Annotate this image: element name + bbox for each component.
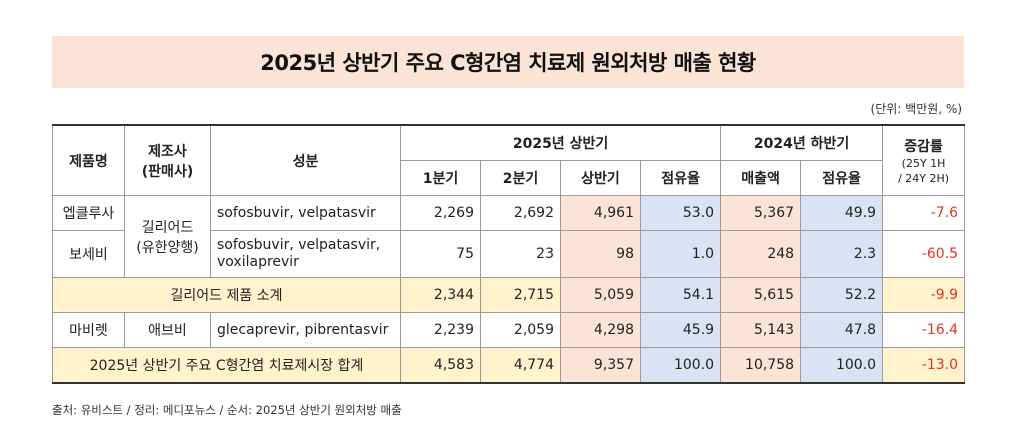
header-maker: 제조사 (판매사) [124,124,211,196]
q2-value: 2,692 [480,195,561,231]
share-value: 53.0 [639,195,722,231]
q1-value: 75 [400,230,481,278]
header-sales-2024: 매출액 [720,160,802,196]
header-row-1: 제품명 제조사 (판매사) 성분 2025년 상반기 2024년 하반기 증감률… [52,124,966,196]
header-share-2024: 점유율 [800,160,884,196]
q2-value: 4,774 [480,347,561,384]
unit-note: (단위: 백만원, %) [870,102,962,116]
change-value: -60.5 [882,230,966,278]
change-value: -16.4 [882,312,966,348]
half-value: 4,961 [560,195,641,231]
sales-2024-value: 10,758 [720,347,802,384]
change-value: -7.6 [882,195,966,231]
header-q1: 1분기 [400,160,481,196]
half-value: 5,059 [560,277,641,313]
header-change-label: 증감률 [904,138,943,155]
header-share: 점유율 [639,160,722,196]
share-2024-value: 52.2 [800,277,884,313]
maker-gilead: 길리어드 (유한양행) [124,195,211,278]
share-2024-value: 2.3 [800,230,884,278]
table-row: 마비렛 애브비 glecaprevir, pibrentasvir 2,239 … [52,312,966,348]
header-2024-h2: 2024년 하반기 [720,124,884,161]
half-value: 4,298 [560,312,641,348]
change-value: -13.0 [882,347,966,384]
share-value: 45.9 [639,312,722,348]
sales-2024-value: 5,615 [720,277,802,313]
header-ingredient: 성분 [210,124,401,196]
page-title: 2025년 상반기 주요 C형간염 치료제 원외처방 매출 현황 [260,51,756,75]
share-2024-value: 47.8 [800,312,884,348]
table-row: 엡클루사 길리어드 (유한양행) sofosbuvir, velpatasvir… [52,195,966,278]
product-name: 보세비 [52,230,125,278]
q1-value: 2,344 [400,277,481,313]
header-maker-line1: 제조사 [148,143,187,160]
total-row: 2025년 상반기 주요 C형간염 치료제시장 합계 4,583 4,774 9… [52,347,966,384]
maker-name: 애브비 [124,312,211,348]
sales-2024-value: 248 [720,230,802,278]
maker-gilead-line2: (유한양행) [136,239,199,256]
footnote: 출처: 유비스트 / 정리: 메디포뉴스 / 순서: 2025년 상반기 원외처… [52,403,402,417]
total-label: 2025년 상반기 주요 C형간염 치료제시장 합계 [52,347,401,384]
title-band: 2025년 상반기 주요 C형간염 치료제 원외처방 매출 현황 [52,36,964,88]
maker-gilead-line1: 길리어드 [141,219,194,236]
share-value: 100.0 [639,347,722,384]
product-name: 마비렛 [52,312,125,348]
subtotal-row: 길리어드 제품 소계 2,344 2,715 5,059 54.1 5,615 … [52,277,966,313]
q1-value: 4,583 [400,347,481,384]
product-name: 엡클루사 [52,195,125,231]
share-2024-value: 49.9 [800,195,884,231]
header-maker-line2: (판매사) [141,163,194,180]
header-2025-h1: 2025년 상반기 [399,124,722,161]
ingredient: glecaprevir, pibrentasvir [210,312,401,348]
ingredient: sofosbuvir, velpatasvir [210,195,401,231]
header-half: 상반기 [560,160,641,196]
header-change-sub1: (25Y 1H [901,156,946,170]
sales-2024-value: 5,143 [720,312,802,348]
ingredient: sofosbuvir, velpatasvir, voxilaprevir [210,230,401,278]
q1-value: 2,269 [400,195,481,231]
q2-value: 2,059 [480,312,561,348]
header-change-sub2: / 24Y 2H) [898,171,950,185]
subtotal-label: 길리어드 제품 소계 [52,277,401,313]
share-2024-value: 100.0 [800,347,884,384]
q2-value: 23 [480,230,561,278]
share-value: 1.0 [639,230,722,278]
header-row-2: 1분기 2분기 상반기 점유율 매출액 점유율 [53,160,965,196]
sales-table: 제품명 제조사 (판매사) 성분 2025년 상반기 2024년 하반기 증감률… [52,124,966,384]
half-value: 98 [560,230,641,278]
change-value: -9.9 [882,277,966,313]
header-q2: 2분기 [480,160,561,196]
header-change: 증감률 (25Y 1H / 24Y 2H) [882,124,966,196]
sales-2024-value: 5,367 [720,195,802,231]
q1-value: 2,239 [400,312,481,348]
half-value: 9,357 [560,347,641,384]
q2-value: 2,715 [480,277,561,313]
header-product: 제품명 [52,124,125,196]
share-value: 54.1 [639,277,722,313]
